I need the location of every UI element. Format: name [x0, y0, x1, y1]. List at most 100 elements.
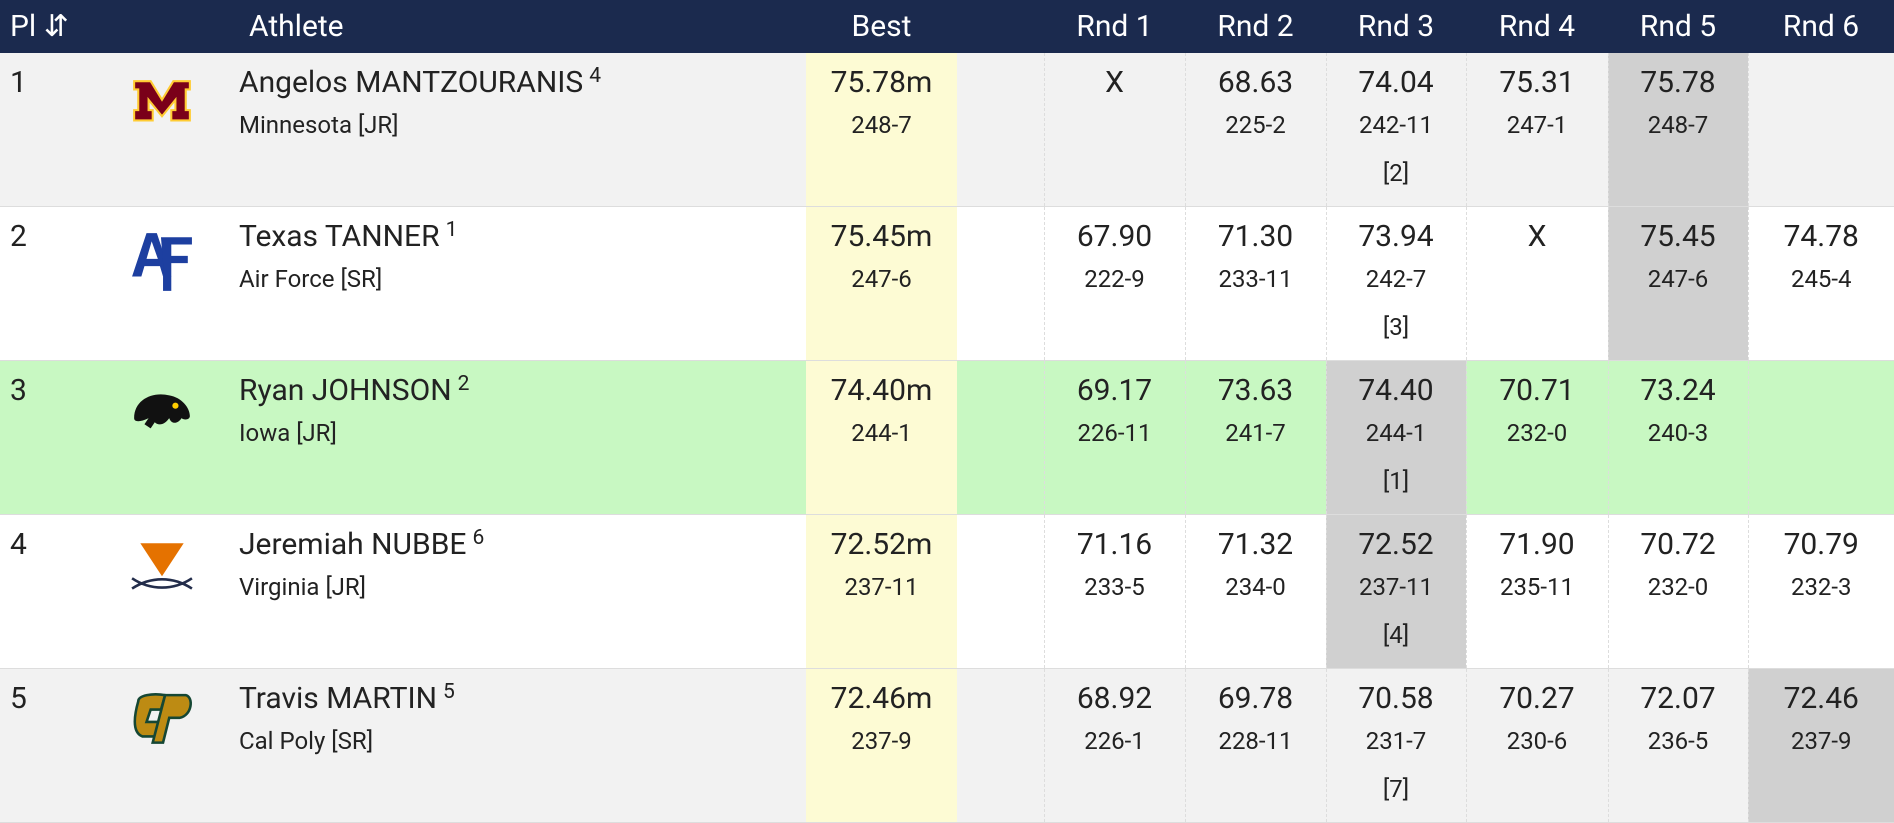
round-mark: 72.52: [1327, 527, 1466, 563]
round-mark: X: [1467, 219, 1608, 255]
best-imperial: 247-6: [806, 255, 957, 303]
round-cell: [1748, 361, 1894, 515]
header-cell: Rnd 6: [1748, 0, 1894, 53]
team: Virginia [JR]: [239, 563, 806, 611]
place: 1: [10, 65, 120, 101]
round-imperial: 242-7: [1327, 255, 1466, 303]
round-mark: 70.71: [1467, 373, 1608, 409]
header-cell: Best: [806, 0, 957, 53]
athlete-name[interactable]: Jeremiah NUBBE: [239, 527, 466, 562]
round-mark: 68.63: [1186, 65, 1326, 101]
header-label: Pl: [10, 9, 36, 44]
best-imperial: 237-9: [806, 717, 957, 765]
team: Iowa [JR]: [239, 409, 806, 457]
header-row: Pl ⇵ Athlete Best Rnd 1 Rnd 2 Rnd 3 Rnd …: [0, 0, 1894, 53]
athlete-name[interactable]: Ryan JOHNSON: [239, 373, 452, 408]
round-imperial: 232-3: [1749, 563, 1894, 611]
seed: 2: [458, 372, 470, 396]
spacer-cell: [957, 53, 1044, 207]
place-cell: 2: [0, 207, 120, 361]
round-mark: 71.16: [1045, 527, 1185, 563]
round-mark: 70.79: [1749, 527, 1894, 563]
round-imperial: 226-1: [1045, 717, 1185, 765]
logo-cell: [120, 669, 239, 823]
round-imperial: 225-2: [1186, 101, 1326, 149]
seed: 5: [443, 680, 455, 704]
round-imperial: 236-5: [1609, 717, 1748, 765]
round-mark: 71.90: [1467, 527, 1608, 563]
spacer-cell: [957, 515, 1044, 669]
round-mark: 72.46: [1749, 681, 1894, 717]
best-mark: 72.46m: [806, 681, 957, 717]
round-imperial: 237-11: [1327, 563, 1466, 611]
round-imperial: 244-1: [1327, 409, 1466, 457]
best-imperial: 237-11: [806, 563, 957, 611]
logo-cell: [120, 361, 239, 515]
round-rank: [1]: [1327, 457, 1466, 505]
round-imperial: 231-7: [1327, 717, 1466, 765]
round-mark: 73.24: [1609, 373, 1748, 409]
header-cell: Rnd 3: [1326, 0, 1466, 53]
header-cell: Rnd 2: [1185, 0, 1326, 53]
best-imperial: 248-7: [806, 101, 957, 149]
round-mark: 73.63: [1186, 373, 1326, 409]
best-mark: 74.40m: [806, 373, 957, 409]
team: Air Force [SR]: [239, 255, 806, 303]
spacer-cell: [957, 207, 1044, 361]
round-mark: 75.78: [1609, 65, 1748, 101]
best-mark: 75.45m: [806, 219, 957, 255]
athlete-name[interactable]: Angelos MANTZOURANIS: [239, 65, 583, 100]
best-imperial: 244-1: [806, 409, 957, 457]
team-logo: [130, 75, 194, 139]
sort-header[interactable]: Pl ⇵: [0, 0, 120, 53]
round-mark: X: [1045, 65, 1185, 101]
round-mark: 70.72: [1609, 527, 1748, 563]
place: 5: [10, 681, 120, 717]
round-mark: 75.31: [1467, 65, 1608, 101]
round-mark: 71.30: [1186, 219, 1326, 255]
team-logo: [130, 229, 194, 293]
round-rank: [7]: [1327, 765, 1466, 813]
round-mark: 70.58: [1327, 681, 1466, 717]
round-mark: 67.90: [1045, 219, 1185, 255]
sort-icon[interactable]: ⇵: [44, 9, 69, 44]
round-mark: 70.27: [1467, 681, 1608, 717]
round-imperial: 228-11: [1186, 717, 1326, 765]
round-imperial: 234-0: [1186, 563, 1326, 611]
athlete-name[interactable]: Travis MARTIN: [239, 681, 437, 716]
round-mark: 71.32: [1186, 527, 1326, 563]
logo-cell: [120, 515, 239, 669]
round-imperial: 232-0: [1467, 409, 1608, 457]
round-mark: 74.78: [1749, 219, 1894, 255]
round-imperial: 237-9: [1749, 717, 1894, 765]
athlete-name[interactable]: Texas TANNER: [239, 219, 440, 254]
